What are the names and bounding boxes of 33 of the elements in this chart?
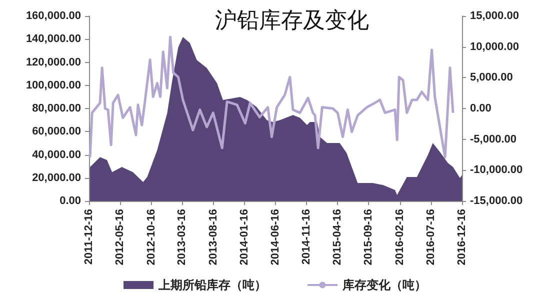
x-tick-label: 2015-09-16 <box>362 209 375 266</box>
y2-tick-label: -10,000.00 <box>470 164 523 176</box>
x-tick-label: 2016-12-16 <box>456 209 468 266</box>
y2-tick-label: -15,000.00 <box>470 195 523 207</box>
y-tick-label: 100,000.00 <box>26 79 81 92</box>
chart-title: 沪铅库存及变化 <box>215 8 369 32</box>
y2-tick-label: 0.00 <box>470 102 492 114</box>
y-tick-label: 160,000.00 <box>26 10 81 22</box>
y-tick-label: 60,000.00 <box>32 126 81 138</box>
y-tick-label: 120,000.00 <box>26 56 81 68</box>
line-series <box>88 36 454 158</box>
y2-tick-label: 10,000.00 <box>470 40 519 53</box>
x-tick-label: 2014-06-16 <box>269 209 282 266</box>
x-tick-label: 2012-10-16 <box>145 209 158 266</box>
y2-tick-label: -5,000.00 <box>470 133 516 146</box>
y2-tick-label: 5,000.00 <box>470 72 513 84</box>
x-tick-label: 2011-12-16 <box>83 209 95 265</box>
x-tick-label: 2014-01-16 <box>238 209 251 266</box>
legend-label: 库存变化（吨） <box>342 278 426 292</box>
y2-tick-label: 15,000.00 <box>470 10 519 22</box>
x-tick-label: 2016-02-16 <box>394 209 406 266</box>
x-tick-label: 2014-11-16 <box>300 209 313 265</box>
x-tick-label: 2016-07-16 <box>424 209 437 266</box>
y-tick-label: 80,000.00 <box>32 102 81 114</box>
y-tick-label: 0.00 <box>60 195 81 207</box>
y-tick-label: 40,000.00 <box>32 148 81 161</box>
y-tick-label: 140,000.00 <box>26 33 81 46</box>
x-tick-label: 2012-05-16 <box>114 209 126 266</box>
x-tick-label: 2013-03-16 <box>176 209 188 266</box>
y-tick-label: 20,000.00 <box>32 172 81 184</box>
legend-label: 上期所铅库存（吨） <box>158 278 266 292</box>
x-tick-label: 2013-08-16 <box>207 209 220 266</box>
x-tick-label: 2015-04-16 <box>331 209 344 266</box>
